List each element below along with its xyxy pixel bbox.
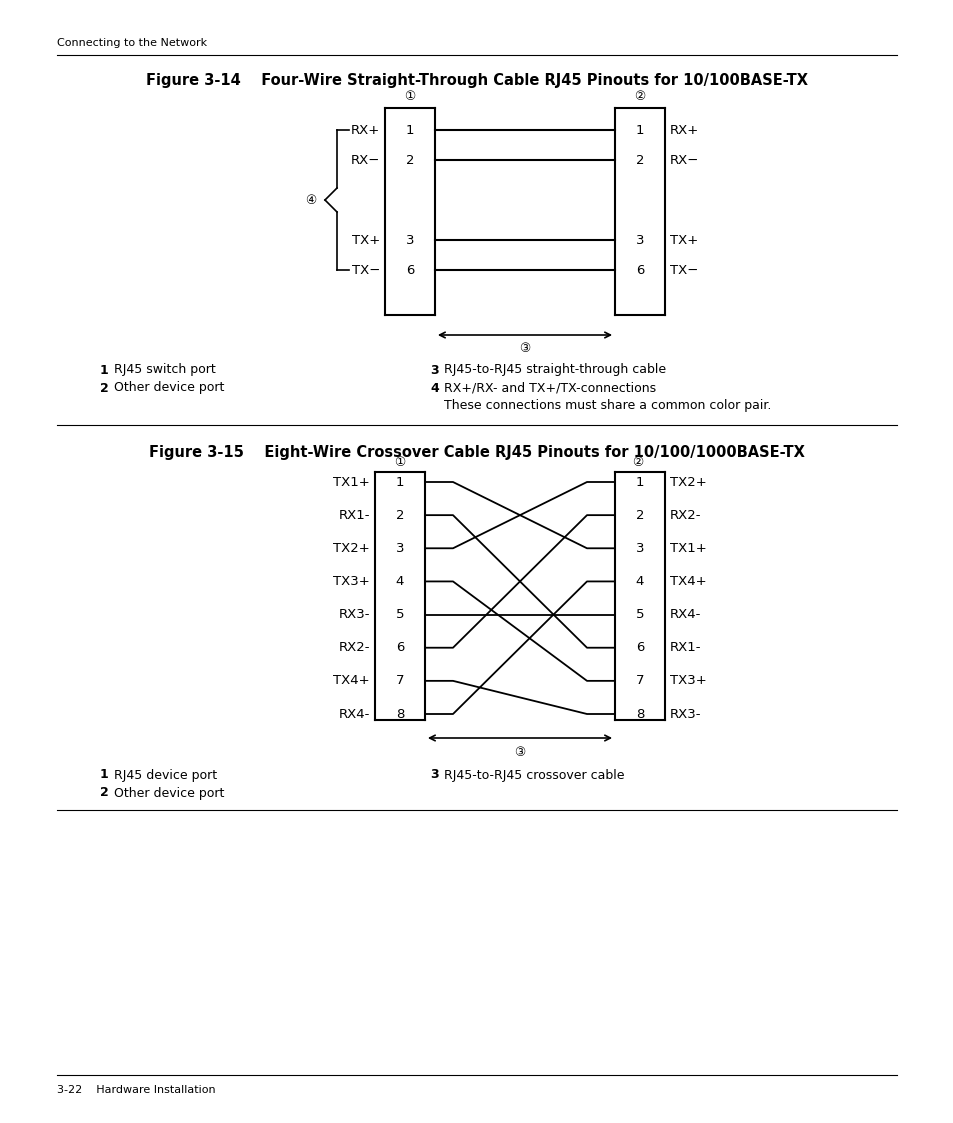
Text: 4: 4 (430, 382, 438, 394)
Text: 3-22    Hardware Installation: 3-22 Hardware Installation (57, 1085, 215, 1095)
Text: RX4-: RX4- (669, 608, 700, 621)
Text: TX3+: TX3+ (333, 575, 370, 588)
Text: ③: ③ (514, 746, 525, 758)
Text: 2: 2 (395, 509, 404, 522)
Text: 3: 3 (635, 234, 643, 247)
Text: ①: ① (394, 456, 405, 468)
Text: 6: 6 (395, 641, 404, 655)
Text: 3: 3 (405, 234, 414, 247)
Text: Other device port: Other device port (113, 382, 224, 394)
Text: TX−: TX− (669, 264, 698, 276)
Text: TX3+: TX3+ (669, 674, 706, 687)
Text: 7: 7 (395, 674, 404, 687)
Text: 1: 1 (100, 364, 109, 376)
Text: 2: 2 (405, 154, 414, 166)
Text: TX4+: TX4+ (333, 674, 370, 687)
Text: TX+: TX+ (352, 234, 379, 247)
Text: 1: 1 (635, 124, 643, 137)
Text: RX2-: RX2- (669, 509, 700, 522)
Text: Figure 3-14    Four-Wire Straight-Through Cable RJ45 Pinouts for 10/100BASE-TX: Figure 3-14 Four-Wire Straight-Through C… (146, 73, 807, 88)
Text: RJ45-to-RJ45 straight-through cable: RJ45-to-RJ45 straight-through cable (443, 364, 665, 376)
Text: 1: 1 (395, 475, 404, 489)
Text: Other device port: Other device port (113, 786, 224, 800)
Text: 4: 4 (635, 575, 643, 588)
Text: TX+: TX+ (669, 234, 698, 247)
Text: 1: 1 (405, 124, 414, 137)
Text: TX1+: TX1+ (333, 475, 370, 489)
Text: 3: 3 (635, 541, 643, 555)
Text: RX−: RX− (669, 154, 699, 166)
Text: 2: 2 (100, 786, 109, 800)
Text: RX3-: RX3- (669, 707, 700, 721)
Text: RX4-: RX4- (338, 707, 370, 721)
Text: RJ45-to-RJ45 crossover cable: RJ45-to-RJ45 crossover cable (443, 768, 624, 782)
Text: RX3-: RX3- (338, 608, 370, 621)
Text: 6: 6 (405, 264, 414, 276)
Text: RX1-: RX1- (669, 641, 700, 655)
Text: RX+/RX- and TX+/TX-connections: RX+/RX- and TX+/TX-connections (443, 382, 656, 394)
Text: RX+: RX+ (351, 124, 379, 137)
Text: 5: 5 (635, 608, 643, 621)
Text: 7: 7 (635, 674, 643, 687)
Text: 6: 6 (635, 641, 643, 655)
Text: 3: 3 (430, 768, 438, 782)
Text: RX1-: RX1- (338, 509, 370, 522)
Text: TX4+: TX4+ (669, 575, 706, 588)
Text: 1: 1 (100, 768, 109, 782)
Text: RX+: RX+ (669, 124, 699, 137)
Text: TX2+: TX2+ (669, 475, 706, 489)
Text: 3: 3 (430, 364, 438, 376)
Text: 5: 5 (395, 608, 404, 621)
Text: 1: 1 (635, 475, 643, 489)
Text: RJ45 device port: RJ45 device port (113, 768, 217, 782)
Text: ④: ④ (305, 193, 316, 207)
Text: TX1+: TX1+ (669, 541, 706, 555)
Text: 4: 4 (395, 575, 404, 588)
Text: 3: 3 (395, 541, 404, 555)
Text: Connecting to the Network: Connecting to the Network (57, 38, 207, 48)
Text: RJ45 switch port: RJ45 switch port (113, 364, 215, 376)
Text: 8: 8 (395, 707, 404, 721)
Text: 2: 2 (635, 509, 643, 522)
Text: TX−: TX− (352, 264, 379, 276)
Text: ②: ② (632, 456, 643, 468)
Text: 2: 2 (635, 154, 643, 166)
Text: 8: 8 (635, 707, 643, 721)
Text: 6: 6 (635, 264, 643, 276)
Text: TX2+: TX2+ (333, 541, 370, 555)
Text: 2: 2 (100, 382, 109, 394)
Text: RX2-: RX2- (338, 641, 370, 655)
Text: ③: ③ (518, 343, 530, 356)
Text: These connections must share a common color pair.: These connections must share a common co… (443, 400, 771, 412)
Text: ①: ① (404, 90, 416, 102)
Text: ②: ② (634, 90, 645, 102)
Text: Figure 3-15    Eight-Wire Crossover Cable RJ45 Pinouts for 10/100/1000BASE-TX: Figure 3-15 Eight-Wire Crossover Cable R… (149, 445, 804, 459)
Text: RX−: RX− (351, 154, 379, 166)
